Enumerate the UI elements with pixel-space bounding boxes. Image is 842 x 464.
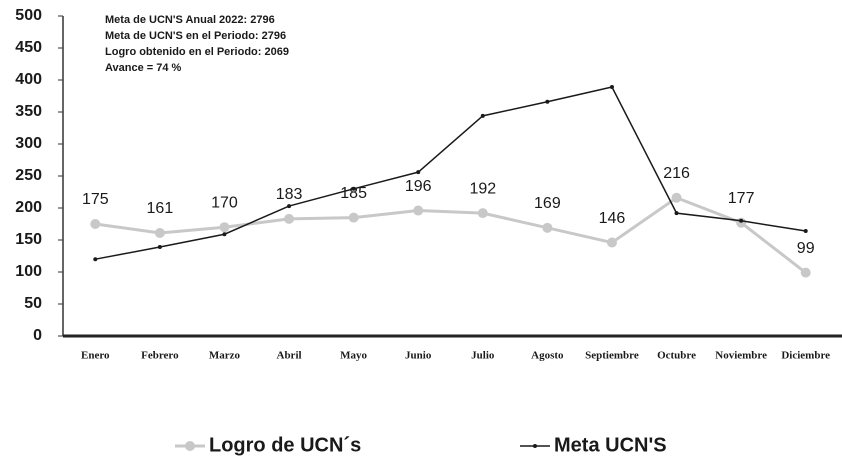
x-tick-label: Febrero [141, 350, 179, 362]
point [477, 208, 488, 219]
legend-marker [185, 441, 195, 451]
point [542, 222, 553, 233]
series-line [95, 86, 806, 260]
y-tick-label: 300 [15, 135, 42, 152]
annotation: Meta de UCN'S Anual 2022: 2796 [105, 14, 275, 26]
data-label: 169 [534, 195, 561, 212]
data-label: 175 [82, 191, 109, 208]
data-label: 183 [276, 186, 303, 203]
point [284, 213, 295, 224]
y-tick-label: 200 [15, 199, 42, 216]
point [609, 85, 614, 90]
data-label: 196 [405, 178, 432, 195]
point [348, 212, 359, 223]
annotation: Avance = 74 % [105, 62, 182, 74]
data-label: 99 [797, 240, 815, 257]
x-tick-label: Agosto [531, 350, 564, 362]
x-tick-label: Mayo [340, 350, 367, 362]
point [674, 211, 679, 216]
legend-marker [533, 444, 537, 448]
legend-label: Logro de UCN´s [209, 434, 361, 456]
point [606, 237, 617, 248]
x-tick-label: Junio [405, 350, 432, 362]
y-tick-label: 500 [15, 7, 42, 24]
point [222, 232, 227, 237]
y-tick-label: 150 [15, 231, 42, 248]
point [416, 170, 421, 175]
point [671, 192, 682, 203]
x-tick-label: Diciembre [781, 350, 830, 362]
point [93, 257, 98, 262]
data-label: 185 [340, 185, 367, 202]
y-tick-label: 350 [15, 103, 42, 120]
x-tick-label: Abril [277, 350, 302, 362]
data-label: 192 [469, 180, 496, 197]
point [157, 245, 162, 250]
series-line [95, 196, 807, 274]
data-label: 161 [147, 200, 174, 217]
point [154, 227, 165, 238]
point [413, 205, 424, 216]
x-tick-label: Noviembre [715, 350, 767, 362]
point [219, 222, 230, 233]
y-tick-label: 450 [15, 39, 42, 56]
data-label: 146 [599, 210, 626, 227]
annotation: Meta de UCN'S en el Periodo: 2796 [105, 30, 286, 42]
point [545, 99, 550, 104]
point [800, 267, 811, 278]
point [351, 186, 356, 191]
point [739, 218, 744, 223]
data-label: 216 [663, 165, 690, 182]
x-tick-label: Septiembre [585, 350, 639, 362]
point [803, 229, 808, 234]
point [480, 113, 485, 118]
x-tick-label: Enero [81, 350, 110, 362]
annotation: Logro obtenido en el Periodo: 2069 [105, 46, 289, 58]
data-label: 170 [211, 194, 238, 211]
y-tick-label: 50 [24, 295, 42, 312]
point [90, 219, 101, 229]
x-tick-label: Octubre [657, 350, 696, 362]
data-label: 177 [728, 190, 755, 207]
x-tick-label: Julio [471, 350, 495, 362]
y-tick-label: 400 [15, 71, 42, 88]
x-tick-label: Marzo [209, 350, 241, 362]
y-tick-label: 100 [15, 263, 42, 280]
point [287, 204, 292, 209]
legend-label: Meta UCN'S [554, 434, 667, 456]
y-tick-label: 0 [33, 327, 42, 344]
y-tick-label: 250 [15, 167, 42, 184]
